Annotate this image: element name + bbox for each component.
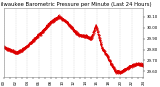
Title: Milwaukee Barometric Pressure per Minute (Last 24 Hours): Milwaukee Barometric Pressure per Minute… [0, 2, 152, 7]
